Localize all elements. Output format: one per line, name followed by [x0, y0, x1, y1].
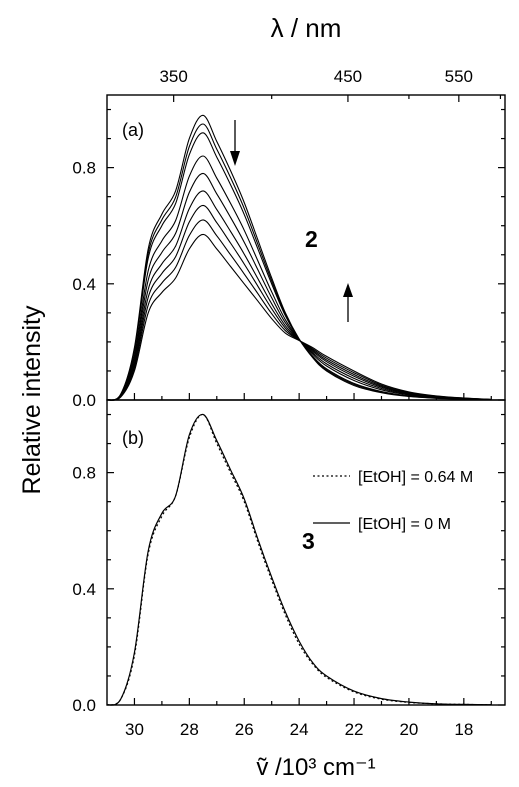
spectrum-a-5: [107, 191, 491, 400]
x-tick-label: 28: [180, 720, 199, 739]
y-tick-label: 0.4: [72, 580, 96, 599]
x-axis-title: ṽ /10³ cm⁻¹: [256, 754, 375, 781]
panel-b-label: (b): [122, 428, 144, 448]
spectrum-a-7: [107, 220, 491, 400]
legend-label-0.64M: [EtOH] = 0.64 M: [358, 469, 473, 486]
x-tick-label: 22: [345, 720, 364, 739]
tick-labels: 30 28 26 24 22 20 18 350 450 550 0.0 0.4 0.8 0.0 0.4 0.…: [72, 67, 473, 739]
spectrum-a-3: [107, 156, 491, 400]
spectrum-a-1: [107, 124, 491, 400]
legend: [EtOH] = 0.64 M [EtOH] = 0 M: [313, 469, 473, 533]
x-tick-label: 20: [399, 720, 418, 739]
x-tick-label: 26: [235, 720, 254, 739]
panel-a-label: (a): [122, 120, 144, 140]
y-axis-title: Relative intensity: [18, 305, 46, 494]
spectrum-a-0: [107, 115, 491, 400]
up-arrow: [343, 283, 353, 322]
top-tick-label: 450: [334, 67, 362, 86]
spectrum-b-solid: [107, 414, 491, 705]
x-tick-label: 24: [290, 720, 309, 739]
y-tick-label: 0.8: [72, 464, 96, 483]
spectrum-a-4: [107, 173, 491, 400]
panel-a-curves: [107, 115, 491, 400]
spectrum-a-6: [107, 205, 491, 400]
spectrum-a-2: [107, 133, 491, 400]
panel-b-curves: [107, 414, 491, 705]
down-arrow: [230, 120, 240, 166]
y-tick-label: 0.0: [72, 391, 96, 410]
y-tick-label: 0.4: [72, 275, 96, 294]
legend-label-0M: [EtOH] = 0 M: [358, 516, 451, 533]
compound-3-label: 3: [302, 528, 315, 554]
compound-2-label: 2: [305, 226, 318, 252]
spectrum-a-8: [107, 234, 491, 400]
spectrum-b-dotted: [107, 414, 491, 705]
top-tick-label: 350: [159, 67, 187, 86]
x-tick-label: 30: [125, 720, 144, 739]
top-tick-label: 550: [445, 67, 473, 86]
y-tick-label: 0.8: [72, 159, 96, 178]
x-tick-label: 18: [454, 720, 473, 739]
y-tick-label: 0.0: [72, 696, 96, 715]
top-axis-title: λ / nm: [271, 13, 342, 43]
